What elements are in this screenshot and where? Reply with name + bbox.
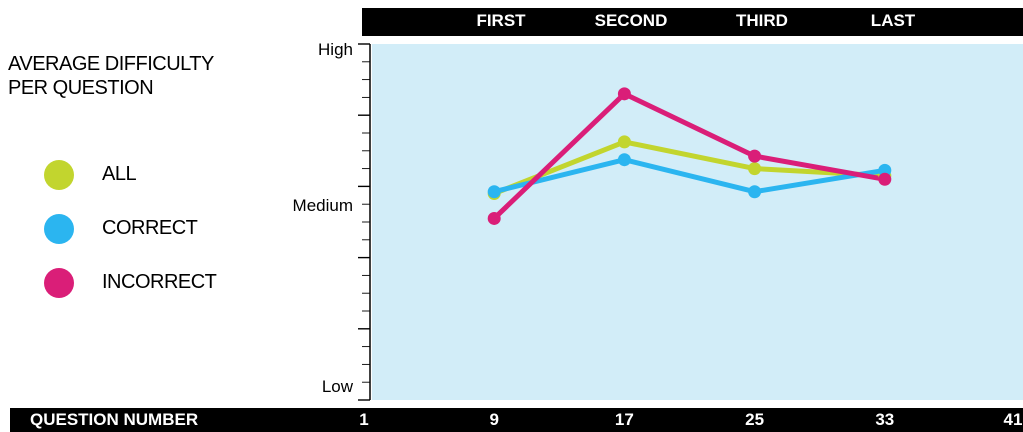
series-line-correct	[491, 157, 888, 195]
y-axis	[358, 43, 371, 401]
data-point-incorrect	[487, 211, 501, 225]
legend-dot-incorrect	[44, 268, 74, 298]
plot-background	[372, 44, 1023, 400]
legend-label-all: ALL	[102, 163, 137, 185]
data-point-all	[748, 162, 762, 176]
data-point-correct	[878, 163, 892, 177]
series-line-incorrect	[491, 91, 888, 221]
x-axis-title: QUESTION NUMBER	[30, 410, 199, 429]
x-tick-label: 9	[489, 410, 499, 429]
x-tick-label: 25	[745, 410, 765, 429]
legend-label-incorrect: INCORRECT	[102, 271, 217, 293]
legend-dot-all	[44, 160, 74, 190]
data-point-incorrect	[878, 172, 892, 186]
chart-title: AVERAGE DIFFICULTY PER QUESTION	[8, 53, 214, 99]
x-tick-label: 17	[614, 410, 634, 429]
top-label-third: THIRD	[736, 11, 788, 30]
y-label-low: Low	[321, 377, 353, 396]
data-point-incorrect	[617, 87, 631, 101]
y-label-medium: Medium	[292, 196, 353, 215]
x-tick-label: 41	[1003, 410, 1023, 429]
top-header-bar: FIRST SECOND THIRD LAST	[362, 8, 1023, 36]
x-tick-label: 33	[875, 410, 895, 429]
top-label-first: FIRST	[476, 11, 526, 30]
legend-label-correct: CORRECT	[102, 217, 198, 239]
data-point-incorrect	[748, 149, 762, 163]
top-label-second: SECOND	[594, 11, 668, 30]
data-point-all	[617, 135, 631, 149]
y-label-high: High	[318, 40, 353, 59]
bottom-axis-bar: QUESTION NUMBER 1 9 17 25 33 41	[10, 408, 1023, 432]
data-point-correct	[617, 153, 631, 167]
series-points	[487, 87, 892, 225]
legend-dot-correct	[44, 214, 74, 244]
series-line-all	[491, 139, 888, 196]
x-tick-label: 1	[359, 410, 369, 429]
data-point-correct	[487, 185, 501, 199]
data-point-correct	[748, 185, 762, 199]
top-label-last: LAST	[870, 11, 916, 30]
series-lines	[491, 91, 888, 221]
